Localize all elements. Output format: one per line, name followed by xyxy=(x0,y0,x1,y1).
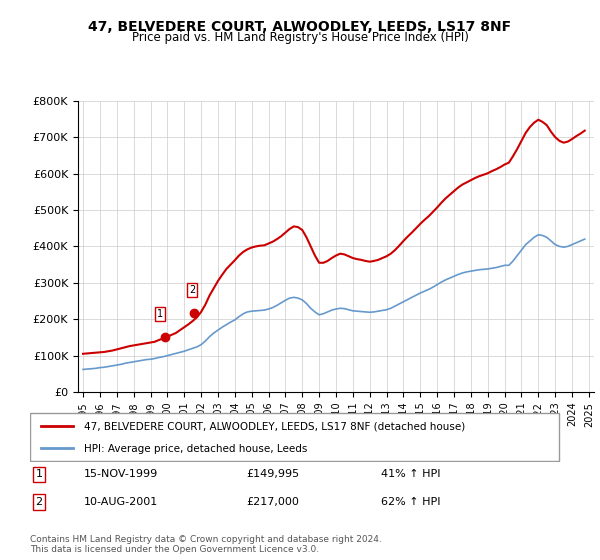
Text: 1: 1 xyxy=(157,309,163,319)
Text: 10-AUG-2001: 10-AUG-2001 xyxy=(84,497,158,507)
Text: 62% ↑ HPI: 62% ↑ HPI xyxy=(381,497,440,507)
Text: 1: 1 xyxy=(35,469,43,479)
Text: 2: 2 xyxy=(189,285,196,295)
Text: £149,995: £149,995 xyxy=(246,469,299,479)
Text: 2: 2 xyxy=(35,497,43,507)
Text: 41% ↑ HPI: 41% ↑ HPI xyxy=(381,469,440,479)
Text: 47, BELVEDERE COURT, ALWOODLEY, LEEDS, LS17 8NF: 47, BELVEDERE COURT, ALWOODLEY, LEEDS, L… xyxy=(88,20,512,34)
Text: 47, BELVEDERE COURT, ALWOODLEY, LEEDS, LS17 8NF (detached house): 47, BELVEDERE COURT, ALWOODLEY, LEEDS, L… xyxy=(84,422,465,432)
Text: HPI: Average price, detached house, Leeds: HPI: Average price, detached house, Leed… xyxy=(84,444,307,454)
Text: £217,000: £217,000 xyxy=(246,497,299,507)
Text: 15-NOV-1999: 15-NOV-1999 xyxy=(84,469,158,479)
FancyBboxPatch shape xyxy=(30,413,559,461)
Text: Price paid vs. HM Land Registry's House Price Index (HPI): Price paid vs. HM Land Registry's House … xyxy=(131,31,469,44)
Text: Contains HM Land Registry data © Crown copyright and database right 2024.
This d: Contains HM Land Registry data © Crown c… xyxy=(30,535,382,554)
